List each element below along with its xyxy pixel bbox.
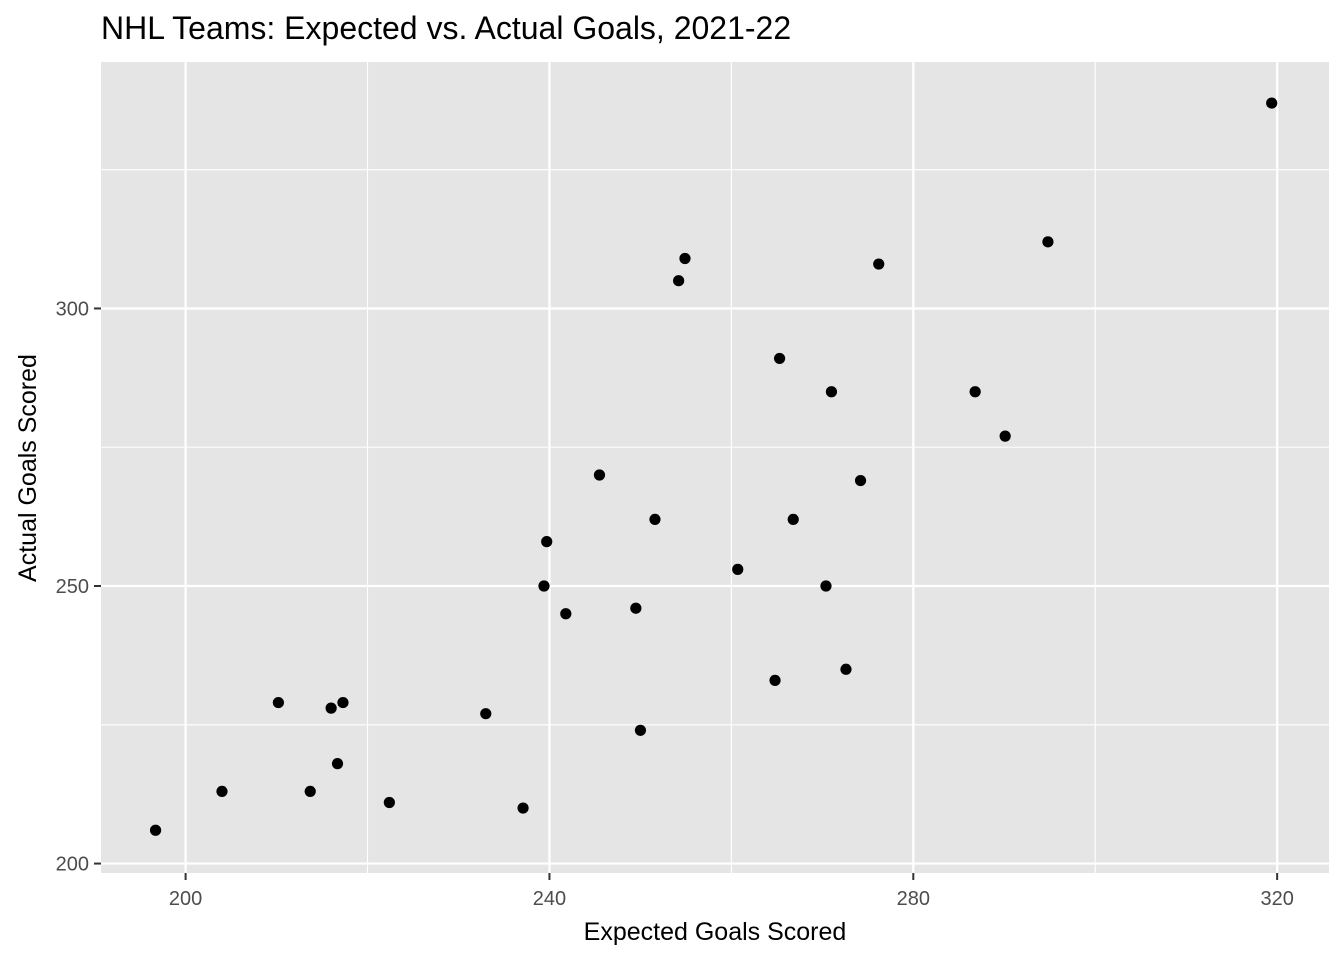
data-point xyxy=(999,430,1011,442)
data-point xyxy=(732,563,744,575)
data-point xyxy=(679,252,691,265)
data-point xyxy=(1042,236,1054,248)
data-point xyxy=(517,802,529,814)
y-tick-label: 250 xyxy=(56,576,89,598)
data-point xyxy=(560,608,572,620)
data-point xyxy=(769,674,781,686)
data-point xyxy=(969,386,981,398)
data-point xyxy=(630,602,642,614)
data-point xyxy=(820,580,832,592)
y-axis: 200 250 300 xyxy=(56,298,101,876)
data-point xyxy=(541,536,553,548)
data-point xyxy=(480,708,492,720)
data-point xyxy=(634,724,647,736)
data-point xyxy=(840,663,852,675)
x-axis-title: Expected Goals Scored xyxy=(584,918,847,946)
data-point xyxy=(825,386,838,398)
data-point xyxy=(649,513,661,526)
data-points xyxy=(149,97,1278,836)
data-point xyxy=(216,785,228,798)
data-point xyxy=(673,275,685,287)
data-point xyxy=(1266,97,1278,109)
y-tick-label: 300 xyxy=(56,298,89,320)
data-point xyxy=(854,474,867,487)
major-gridlines xyxy=(101,62,1329,873)
data-point xyxy=(337,696,349,709)
x-axis: 200 240 280 320 xyxy=(169,873,1294,910)
data-point xyxy=(149,824,162,836)
x-tick-label: 320 xyxy=(1260,888,1293,910)
data-point xyxy=(331,758,344,770)
x-tick-label: 200 xyxy=(169,888,202,910)
data-point xyxy=(538,580,550,592)
x-tick-label: 280 xyxy=(897,888,930,910)
data-point xyxy=(873,258,885,270)
data-point xyxy=(773,352,786,365)
data-point xyxy=(787,513,799,526)
data-point xyxy=(304,785,316,798)
data-point xyxy=(383,796,395,809)
chart-title: NHL Teams: Expected vs. Actual Goals, 20… xyxy=(101,10,791,46)
y-tick-label: 200 xyxy=(56,854,89,876)
data-point xyxy=(325,702,337,714)
y-axis-title: Actual Goals Scored xyxy=(14,354,42,582)
x-tick-label: 240 xyxy=(533,888,566,910)
minor-gridlines xyxy=(101,62,1329,873)
data-point xyxy=(593,469,606,481)
data-point xyxy=(272,696,284,709)
plot-panel xyxy=(101,62,1329,873)
